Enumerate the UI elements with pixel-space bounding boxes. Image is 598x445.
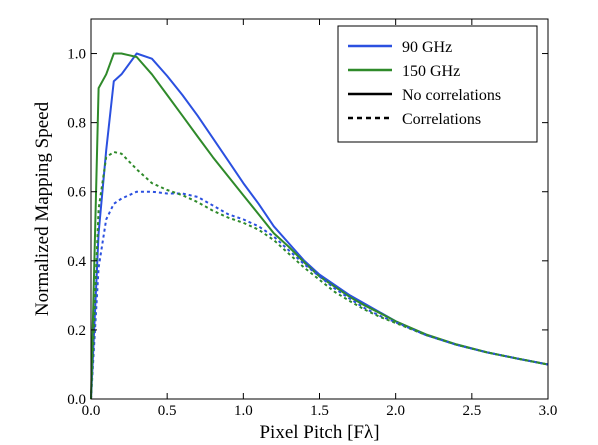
legend: 90 GHz 150 GHz No correlations Correlations: [338, 26, 537, 142]
x-axis-label: Pixel Pitch [Fλ]: [259, 422, 379, 443]
series-line-3: [91, 192, 548, 399]
y-axis-label: Normalized Mapping Speed: [32, 101, 53, 316]
legend-entry-label: Correlations: [402, 111, 481, 128]
x-tick-label: 0.5: [158, 403, 177, 419]
x-tick-label: 1.0: [234, 403, 253, 419]
y-tick-label: 0.2: [67, 323, 86, 339]
y-tick-label: 1.0: [67, 47, 86, 63]
y-tick-label: 0.0: [67, 392, 86, 408]
x-tick-label: 2.0: [386, 403, 405, 419]
y-tick-label: 0.6: [67, 185, 86, 201]
x-tick-label: 3.0: [539, 403, 558, 419]
legend-entry-label: 150 GHz: [402, 63, 460, 80]
legend-entry-label: No correlations: [402, 87, 501, 104]
x-tick-label: 2.5: [462, 403, 481, 419]
x-tick-label: 1.5: [310, 403, 329, 419]
y-tick-label: 0.8: [67, 116, 86, 132]
legend-entry-label: 90 GHz: [402, 39, 452, 56]
y-tick-label: 0.4: [67, 254, 86, 270]
